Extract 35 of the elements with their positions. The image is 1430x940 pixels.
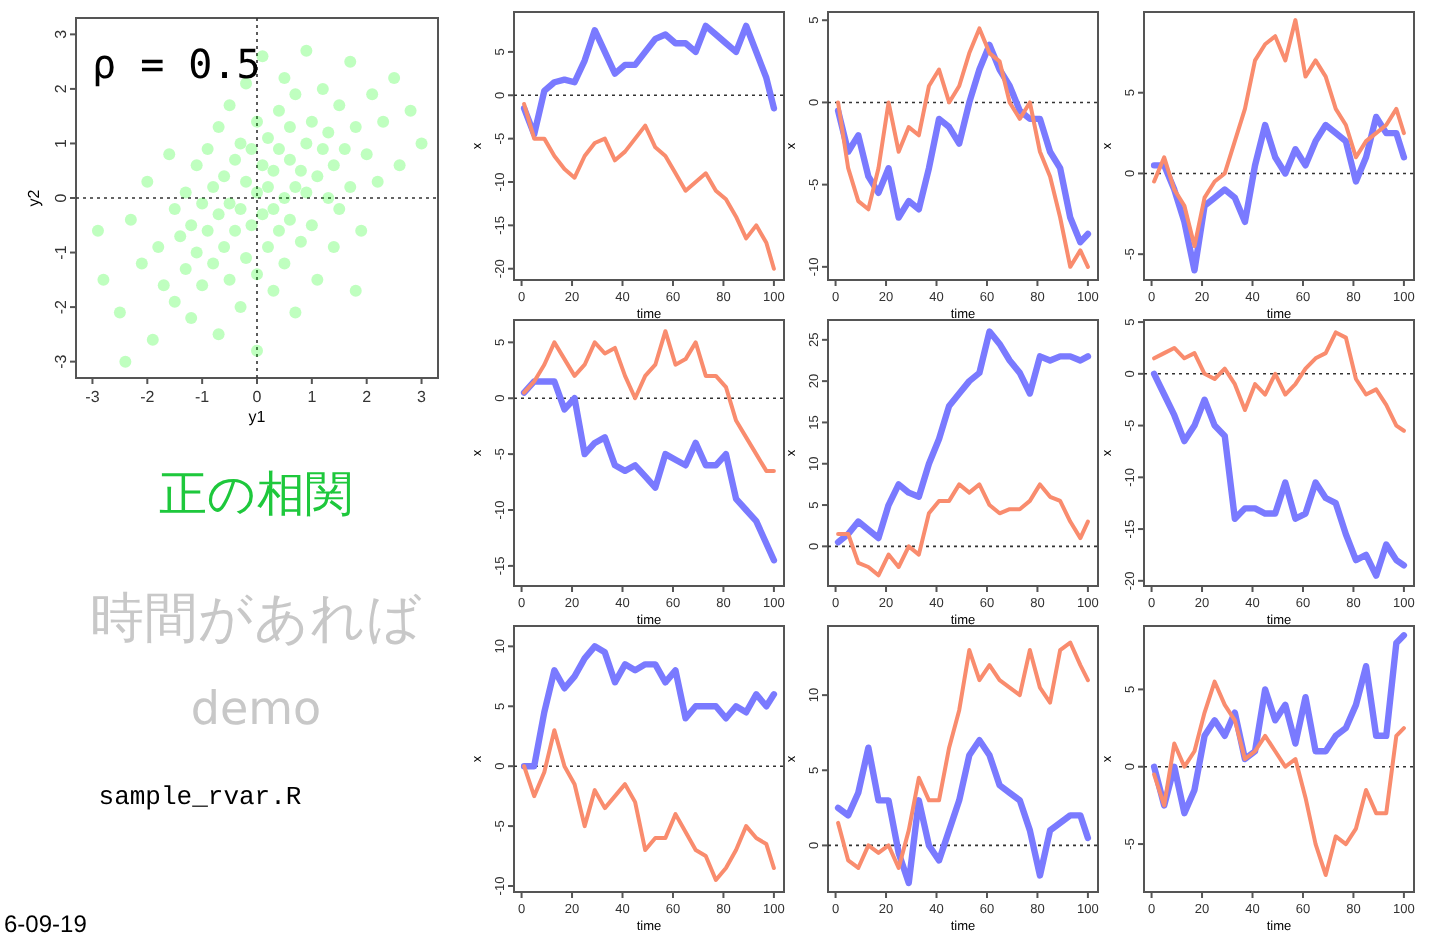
annotation: ρ = 0.5: [92, 40, 261, 88]
x-tick-label: -2: [140, 388, 156, 406]
x-tick-label: 1: [307, 388, 318, 406]
text: 6-09-19: [4, 910, 88, 938]
line-series: [1150, 113, 1408, 274]
line-series: [522, 728, 776, 883]
line-series: [520, 22, 778, 138]
y-tick-label: 3: [52, 28, 70, 39]
x-tick-label: -1: [195, 388, 211, 406]
x-tick-label: 3: [417, 388, 428, 406]
line-series: [1152, 330, 1406, 433]
line-series: [834, 737, 1092, 887]
y-tick-label: -3: [52, 353, 70, 369]
line-series: [1152, 679, 1406, 877]
y-tick-label: 1: [52, 137, 70, 148]
line-series: [520, 643, 778, 770]
x-axis-title: y1: [248, 408, 267, 426]
line-series: [836, 26, 1090, 269]
line-series: [1150, 370, 1408, 579]
text: 正の相関: [159, 468, 353, 522]
line-series: [834, 328, 1092, 546]
x-tick-label: -3: [85, 388, 101, 406]
line-series: [522, 101, 776, 271]
y-tick-label: 2: [52, 83, 70, 94]
y-tick-label: -1: [52, 244, 70, 260]
line-series: [836, 640, 1090, 870]
y-axis-title: y2: [25, 188, 44, 207]
text: sample_rvar.R: [98, 782, 302, 812]
x-tick-label: 2: [362, 388, 373, 406]
x-tick-label: 0: [252, 388, 263, 406]
line-series: [836, 482, 1090, 578]
line-series: [520, 378, 778, 564]
y-tick-label: 0: [52, 192, 70, 203]
line-series: [522, 329, 776, 473]
line-series: [1152, 18, 1406, 249]
